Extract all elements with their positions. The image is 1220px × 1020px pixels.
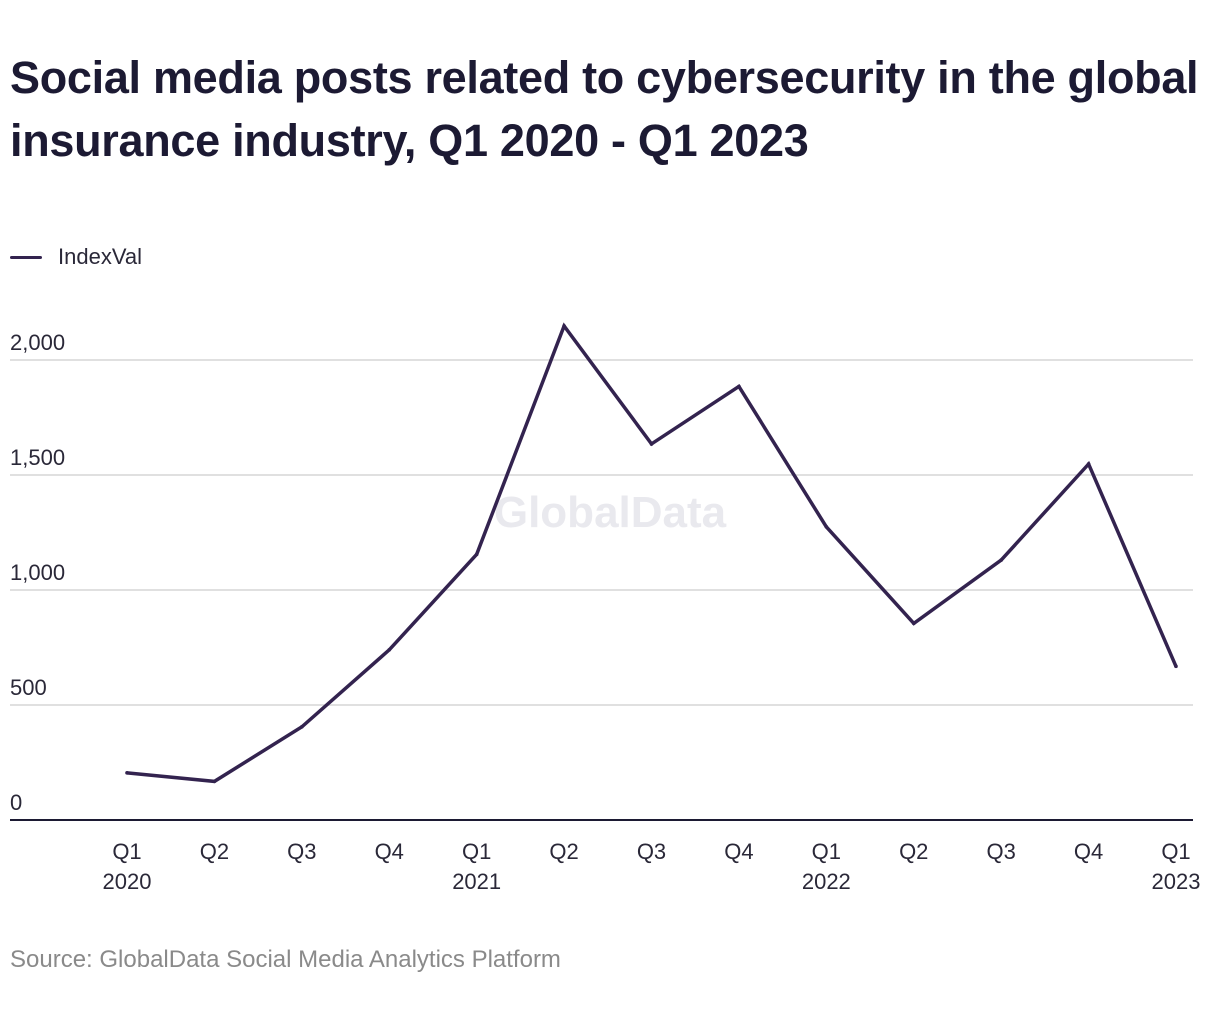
data-point — [911, 621, 916, 626]
x-tick-label: Q2 — [549, 839, 578, 864]
y-axis-ticks: 0 500 1,000 1,500 2,000 — [10, 330, 65, 815]
x-tick-year-label: 2022 — [802, 869, 851, 894]
series-line-indexval — [126, 322, 1178, 784]
legend: IndexVal — [10, 243, 142, 271]
data-point — [387, 648, 392, 652]
x-tick-label: Q2 — [200, 839, 229, 864]
series-layer — [125, 322, 1178, 784]
x-tick-label: Q3 — [287, 839, 316, 864]
x-tick-label: Q3 — [986, 839, 1015, 864]
y-tick-label: 1,500 — [10, 445, 65, 470]
x-tick-year-label: 2020 — [103, 869, 152, 894]
data-point — [824, 524, 829, 529]
x-tick-label: Q1 — [462, 839, 491, 864]
data-point — [999, 558, 1003, 562]
x-tick-year-label: 2021 — [452, 869, 501, 894]
x-tick-label: Q4 — [1074, 839, 1103, 864]
data-point — [300, 725, 304, 729]
data-point — [125, 771, 129, 775]
watermark: GlobalData — [494, 488, 727, 537]
y-tick-label: 500 — [10, 675, 47, 700]
data-point — [649, 442, 654, 446]
x-tick-label: Q3 — [637, 839, 666, 864]
x-tick-year-label: 2023 — [1152, 869, 1201, 894]
x-tick-label: Q1 — [112, 839, 141, 864]
chart-title: Social media posts related to cybersecur… — [10, 52, 1199, 166]
x-tick-label: Q1 — [812, 839, 841, 864]
watermark-layer: GlobalData — [494, 488, 727, 537]
data-point — [1174, 664, 1178, 669]
x-axis-ticks: Q1 2020 Q2 Q3 Q4 Q1 2021 Q2 Q3 Q4 Q1 2022 Q2 Q3 Q4 Q1 20… — [103, 839, 1201, 894]
legend-swatch — [10, 255, 42, 259]
data-point — [562, 324, 566, 328]
x-tick-label: Q4 — [724, 839, 753, 864]
data-point — [474, 552, 479, 557]
legend-label: IndexVal — [58, 244, 142, 269]
data-point — [737, 384, 741, 389]
y-tick-label: 1,000 — [10, 560, 65, 585]
y-tick-label: 2,000 — [10, 330, 65, 355]
x-tick-label: Q1 — [1161, 839, 1190, 864]
data-point — [1086, 462, 1091, 466]
y-tick-label: 0 — [10, 790, 22, 815]
gridlines — [10, 359, 1193, 821]
data-point — [212, 779, 217, 784]
source-note: Source: GlobalData Social Media Analytic… — [10, 946, 561, 973]
x-tick-label: Q4 — [375, 839, 404, 864]
x-tick-label: Q2 — [899, 839, 928, 864]
